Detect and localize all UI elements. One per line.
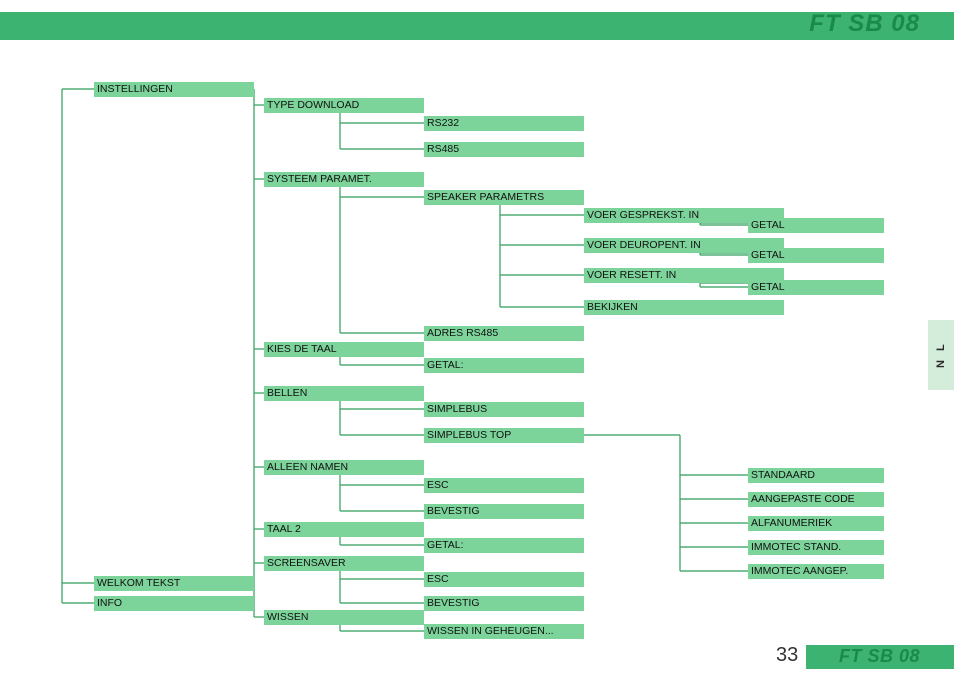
tree-node: INSTELLINGEN <box>94 82 254 97</box>
tree-node: IMMOTEC STAND. <box>748 540 884 555</box>
tree-node: SPEAKER PARAMETRS <box>424 190 584 205</box>
tree-node: ALLEEN NAMEN <box>264 460 424 475</box>
tree-node: WISSEN <box>264 610 424 625</box>
tree-node: ESC <box>424 478 584 493</box>
tree-nodes-layer: INSTELLINGEN WELKOM TEKST INFO TYPE DOWNLOA… <box>0 0 954 677</box>
tree-node: RS485 <box>424 142 584 157</box>
tree-node: BELLEN <box>264 386 424 401</box>
tree-node: GETAL: <box>424 538 584 553</box>
tree-node: SIMPLEBUS <box>424 402 584 417</box>
tree-node: WELKOM TEKST <box>94 576 254 591</box>
tree-node: TYPE DOWNLOAD <box>264 98 424 113</box>
tree-node: GETAL <box>748 248 884 263</box>
tree-node: SCREENSAVER <box>264 556 424 571</box>
tree-node: KIES DE TAAL <box>264 342 424 357</box>
tree-node: AANGEPASTE CODE <box>748 492 884 507</box>
tree-node: ALFANUMERIEK <box>748 516 884 531</box>
tree-node: SIMPLEBUS TOP <box>424 428 584 443</box>
tree-node: GETAL: <box>424 358 584 373</box>
tree-node: BEVESTIG <box>424 596 584 611</box>
tree-node: BEKIJKEN <box>584 300 784 315</box>
tree-node: IMMOTEC AANGEP. <box>748 564 884 579</box>
tree-node: STANDAARD <box>748 468 884 483</box>
footer-title: FT SB 08 <box>839 646 920 667</box>
tree-node: GETAL <box>748 218 884 233</box>
tree-node: TAAL 2 <box>264 522 424 537</box>
tree-node: RS232 <box>424 116 584 131</box>
tree-node: SYSTEEM PARAMET. <box>264 172 424 187</box>
tree-node: ADRES RS485 <box>424 326 584 341</box>
tree-node: ESC <box>424 572 584 587</box>
page-number: 33 <box>776 644 798 667</box>
tree-node: GETAL <box>748 280 884 295</box>
tree-node: INFO <box>94 596 254 611</box>
tree-node: BEVESTIG <box>424 504 584 519</box>
tree-node: WISSEN IN GEHEUGEN... <box>424 624 584 639</box>
